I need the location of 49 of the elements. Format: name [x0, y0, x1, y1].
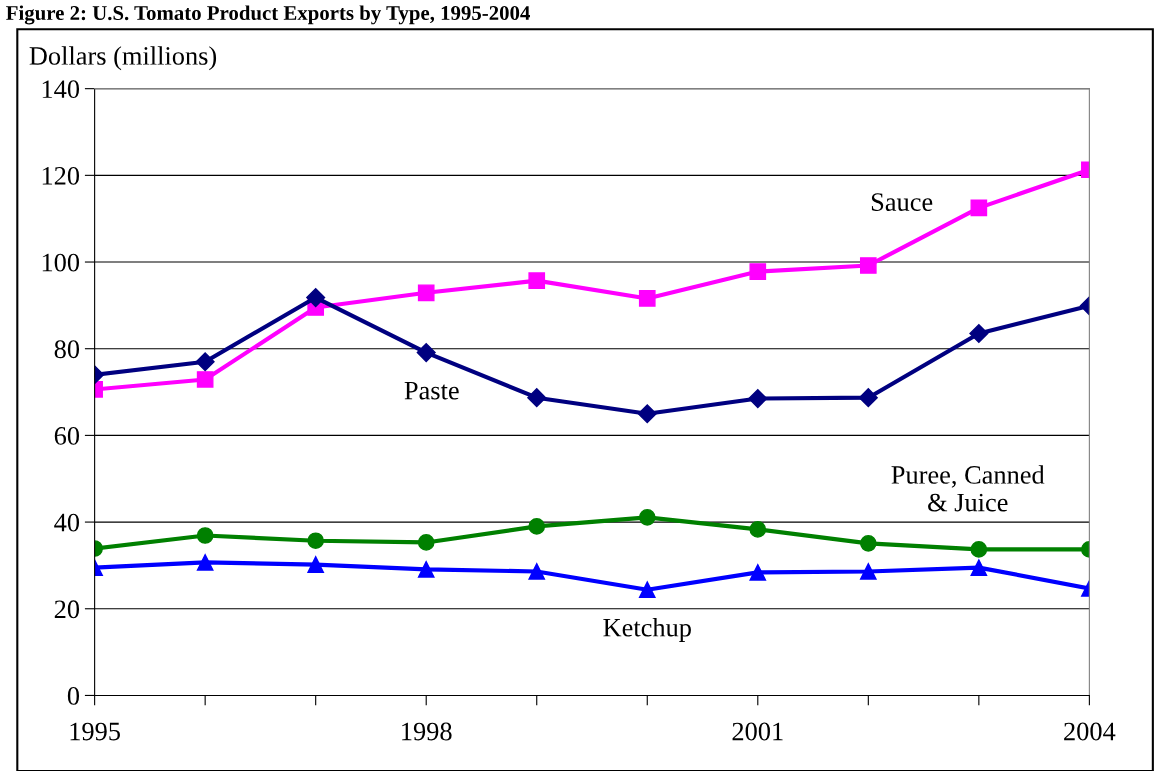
y-tick-label: 20 — [54, 600, 80, 619]
series-label: Puree, Canned & Juice — [891, 465, 1045, 512]
x-tick-label: 1995 — [70, 722, 120, 741]
series-label: Sauce — [871, 193, 933, 211]
point — [528, 272, 546, 290]
point — [749, 521, 767, 538]
y-tick-label: 0 — [67, 687, 80, 705]
chart-title: Figure 2: U.S. Tomato Product Exports by Type, 1995-2004 — [6, 5, 530, 25]
x-tick-label: 2001 — [732, 722, 783, 741]
point — [859, 534, 877, 552]
y-axis-title: Dollars (millions) — [29, 46, 217, 71]
point — [306, 288, 326, 308]
y-tick-label: 60 — [54, 427, 80, 445]
point — [196, 371, 214, 388]
y-tick-label: 140 — [42, 80, 80, 99]
point — [307, 556, 325, 573]
point — [528, 518, 546, 535]
point — [196, 527, 214, 544]
point — [416, 343, 436, 363]
y-tick-label: 120 — [42, 166, 80, 185]
point — [638, 581, 656, 599]
y-tick-label: 100 — [42, 253, 80, 272]
point — [970, 199, 988, 217]
point — [970, 559, 988, 576]
point — [527, 388, 547, 408]
x-tick-label: 1998 — [402, 722, 452, 741]
point — [196, 554, 214, 571]
point — [638, 508, 656, 526]
y-tick-label: 80 — [54, 340, 80, 359]
point — [749, 564, 767, 581]
point — [417, 284, 435, 302]
point — [748, 389, 768, 409]
point — [969, 324, 989, 344]
point — [858, 388, 878, 408]
point — [970, 541, 988, 558]
x-tick-label: 2004 — [1064, 722, 1116, 741]
point — [417, 560, 435, 578]
point — [417, 534, 435, 551]
point — [859, 563, 877, 580]
point — [638, 290, 656, 307]
point — [859, 257, 877, 274]
series-label: Paste — [404, 381, 459, 400]
point — [749, 263, 767, 280]
point — [195, 352, 215, 372]
series-label: Ketchup — [603, 618, 691, 642]
y-tick-label: 40 — [54, 513, 80, 532]
point — [637, 404, 657, 424]
point — [528, 563, 546, 580]
point — [307, 532, 325, 550]
